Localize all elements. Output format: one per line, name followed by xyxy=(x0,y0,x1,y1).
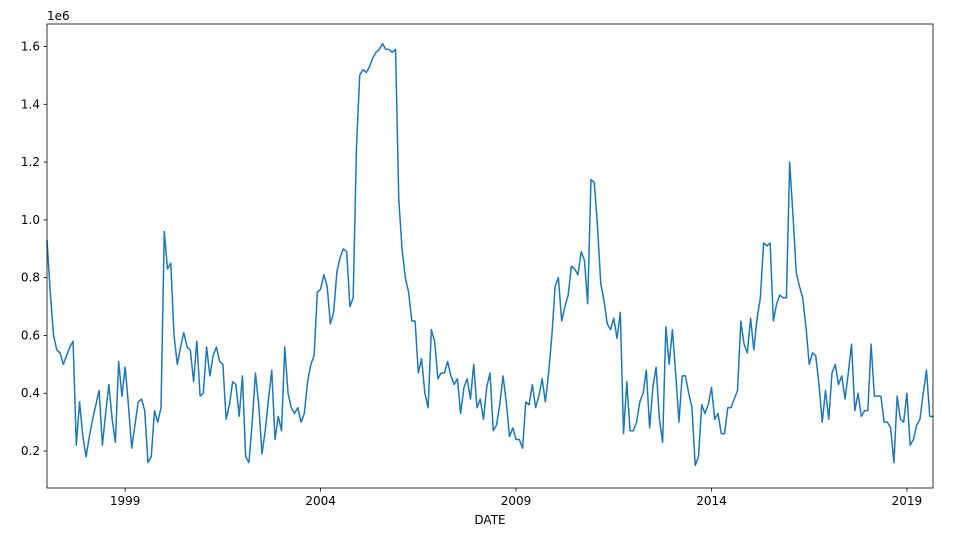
y-tick-label: 1.2 xyxy=(21,155,40,169)
y-offset-label: 1e6 xyxy=(47,9,70,23)
plot-frame xyxy=(46,23,934,489)
x-tick-label: 1999 xyxy=(110,494,141,508)
y-tick-label: 1.6 xyxy=(21,40,40,54)
x-tick-label: 2009 xyxy=(501,494,532,508)
x-tick-label: 2014 xyxy=(696,494,727,508)
y-tick-label: 1.4 xyxy=(21,97,40,111)
y-tick-label: 0.8 xyxy=(21,271,40,285)
data-line xyxy=(46,42,933,467)
x-tick-label: 2004 xyxy=(305,494,336,508)
x-axis-label: DATE xyxy=(474,513,505,527)
y-tick-label: 0.4 xyxy=(21,386,40,400)
y-tick-label: 1.0 xyxy=(21,213,40,227)
y-tick-label: 0.6 xyxy=(21,328,40,342)
x-tick-label: 2019 xyxy=(892,494,923,508)
y-tick-label: 0.2 xyxy=(21,444,40,458)
